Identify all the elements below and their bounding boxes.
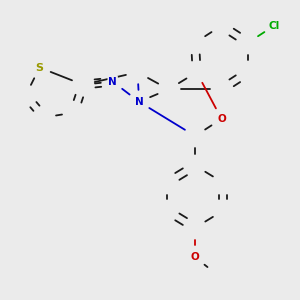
Text: O: O (191, 252, 200, 262)
Text: N: N (135, 97, 143, 107)
Text: O: O (217, 114, 226, 124)
Text: N: N (108, 76, 117, 87)
Text: Cl: Cl (269, 21, 280, 31)
Text: S: S (36, 63, 43, 73)
